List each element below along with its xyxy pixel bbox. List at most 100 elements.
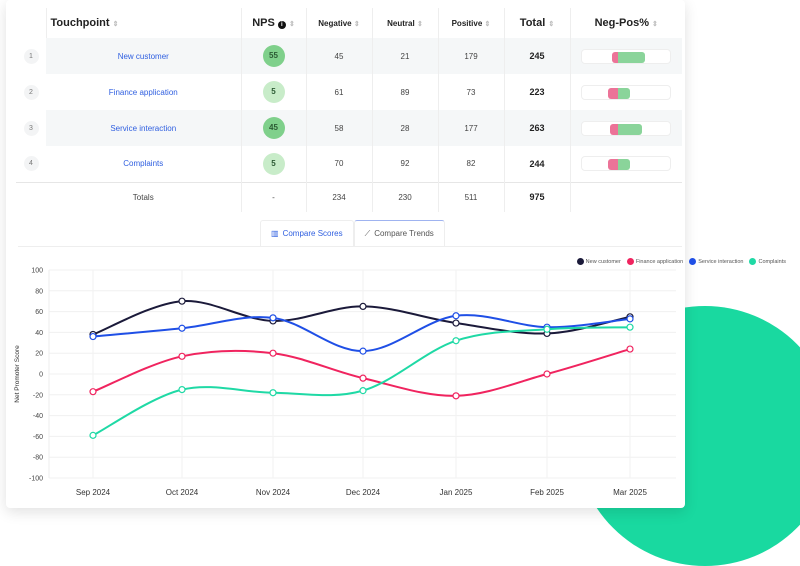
- y-tick-label: -100: [29, 476, 43, 483]
- data-point: [543, 370, 551, 378]
- positive-segment: [618, 123, 643, 135]
- data-point: [452, 312, 460, 320]
- totals-total: 975: [504, 181, 571, 212]
- data-point: [626, 345, 634, 353]
- y-tick-label: 20: [35, 351, 43, 358]
- touchpoint-table: Touchpoint ⇕ NPS i ⇕ Negative ⇕ Neutral …: [16, 8, 682, 212]
- x-tick-label: Mar 2025: [613, 488, 647, 497]
- total-cell: 263: [504, 110, 571, 146]
- totals-negative: 234: [306, 181, 373, 212]
- positive-cell: 82: [438, 146, 505, 182]
- header-neg-pos[interactable]: Neg-Pos% ⇕: [594, 17, 658, 29]
- y-tick-label: -40: [33, 413, 43, 420]
- data-point: [178, 297, 186, 305]
- positive-segment: [618, 87, 631, 99]
- total-cell: 245: [504, 38, 571, 74]
- negative-cell: 45: [306, 38, 373, 74]
- y-tick-label: 40: [35, 330, 43, 337]
- totals-label: Totals: [46, 181, 242, 212]
- y-tick-label: -80: [33, 455, 43, 462]
- positive-cell: 73: [438, 74, 505, 110]
- tab-compare-scores[interactable]: ▥ Compare Scores: [260, 220, 354, 246]
- divider: [18, 246, 682, 247]
- neutral-cell: 92: [372, 146, 439, 182]
- touchpoint-link[interactable]: New customer: [46, 38, 242, 74]
- negative-segment: [610, 123, 619, 135]
- x-tick-label: Nov 2024: [256, 488, 291, 497]
- touchpoint-link[interactable]: Service interaction: [46, 110, 242, 146]
- y-tick-label: -60: [33, 434, 43, 441]
- neg-pos-bar: [570, 74, 682, 110]
- y-axis-label: Net Promoter Score: [14, 345, 21, 403]
- neutral-cell: 21: [372, 38, 439, 74]
- data-point: [359, 387, 367, 395]
- x-tick-label: Dec 2024: [346, 488, 381, 497]
- table-row: 1 New customer 55 45 21 179 245: [16, 38, 682, 74]
- negative-segment: [608, 87, 619, 99]
- data-point: [359, 347, 367, 355]
- header-touchpoint[interactable]: Touchpoint ⇕: [46, 8, 242, 38]
- data-point: [359, 302, 367, 310]
- x-tick-label: Sep 2024: [76, 488, 111, 497]
- info-icon[interactable]: i: [277, 21, 286, 29]
- neg-pos-bar: [570, 38, 682, 74]
- header-negative[interactable]: Negative ⇕: [306, 8, 373, 38]
- tab-compare-trends[interactable]: ⟋ Compare Trends: [353, 220, 445, 246]
- neutral-cell: 89: [372, 74, 439, 110]
- positive-cell: 179: [438, 38, 505, 74]
- legend-item[interactable]: Finance application: [626, 258, 683, 265]
- row-index: 4: [16, 146, 46, 182]
- x-tick-label: Feb 2025: [530, 488, 564, 497]
- positive-segment: [618, 51, 645, 63]
- negative-cell: 58: [306, 110, 373, 146]
- row-index: 3: [16, 110, 46, 146]
- y-tick-label: 100: [31, 268, 43, 275]
- trend-chart: 100 80 60 40 20 0 -20 -40 -60 -80 -100 Sep 2024 Oct …: [14, 268, 676, 497]
- totals-row: Totals - 234 230 511 975: [16, 181, 682, 212]
- neg-pos-bar: [570, 146, 682, 182]
- positive-cell: 177: [438, 110, 505, 146]
- data-point: [89, 332, 97, 341]
- negative-cell: 70: [306, 146, 373, 182]
- neg-pos-bar: [570, 110, 682, 146]
- nps-card: Touchpoint ⇕ NPS i ⇕ Negative ⇕ Neutral …: [6, 0, 685, 508]
- data-point: [178, 324, 186, 332]
- header-positive[interactable]: Positive ⇕: [438, 8, 505, 38]
- positive-segment: [618, 159, 631, 171]
- x-tick-label: Oct 2024: [166, 488, 199, 497]
- total-cell: 244: [504, 146, 571, 182]
- nps-badge: 45: [241, 110, 307, 146]
- header-total[interactable]: Total ⇕: [504, 8, 571, 38]
- data-point: [269, 314, 277, 322]
- negative-segment: [607, 159, 619, 171]
- y-tick-label: -20: [33, 392, 43, 399]
- table-row: 4 Complaints 5 70 92 82 244: [16, 146, 682, 182]
- touchpoint-link[interactable]: Complaints: [46, 146, 242, 182]
- header-neutral[interactable]: Neutral ⇕: [372, 8, 439, 38]
- nps-badge: 5: [241, 74, 307, 110]
- data-point: [269, 349, 277, 357]
- total-cell: 223: [504, 74, 571, 110]
- data-point: [452, 319, 460, 327]
- totals-neutral: 230: [372, 181, 439, 212]
- data-point: [626, 323, 634, 331]
- legend-item[interactable]: Service interaction: [689, 258, 743, 265]
- row-index: 2: [16, 74, 46, 110]
- touchpoint-link[interactable]: Finance application: [46, 74, 242, 110]
- data-point: [269, 389, 277, 397]
- data-point: [178, 352, 186, 360]
- y-tick-label: 0: [39, 372, 43, 379]
- y-tick-label: 80: [35, 288, 43, 295]
- data-point: [452, 337, 460, 345]
- totals-nps: -: [241, 181, 307, 212]
- bar-chart-icon: ▥: [271, 229, 279, 238]
- data-point: [89, 388, 97, 396]
- header-nps[interactable]: NPS i ⇕: [241, 8, 307, 38]
- neutral-cell: 28: [372, 110, 439, 146]
- legend-item[interactable]: New customer: [576, 258, 621, 265]
- data-point: [359, 374, 367, 382]
- table-row: 2 Finance application 5 61 89 73 223: [16, 74, 682, 110]
- legend-item[interactable]: Complaints: [749, 258, 786, 265]
- negative-cell: 61: [306, 74, 373, 110]
- data-point: [543, 325, 551, 333]
